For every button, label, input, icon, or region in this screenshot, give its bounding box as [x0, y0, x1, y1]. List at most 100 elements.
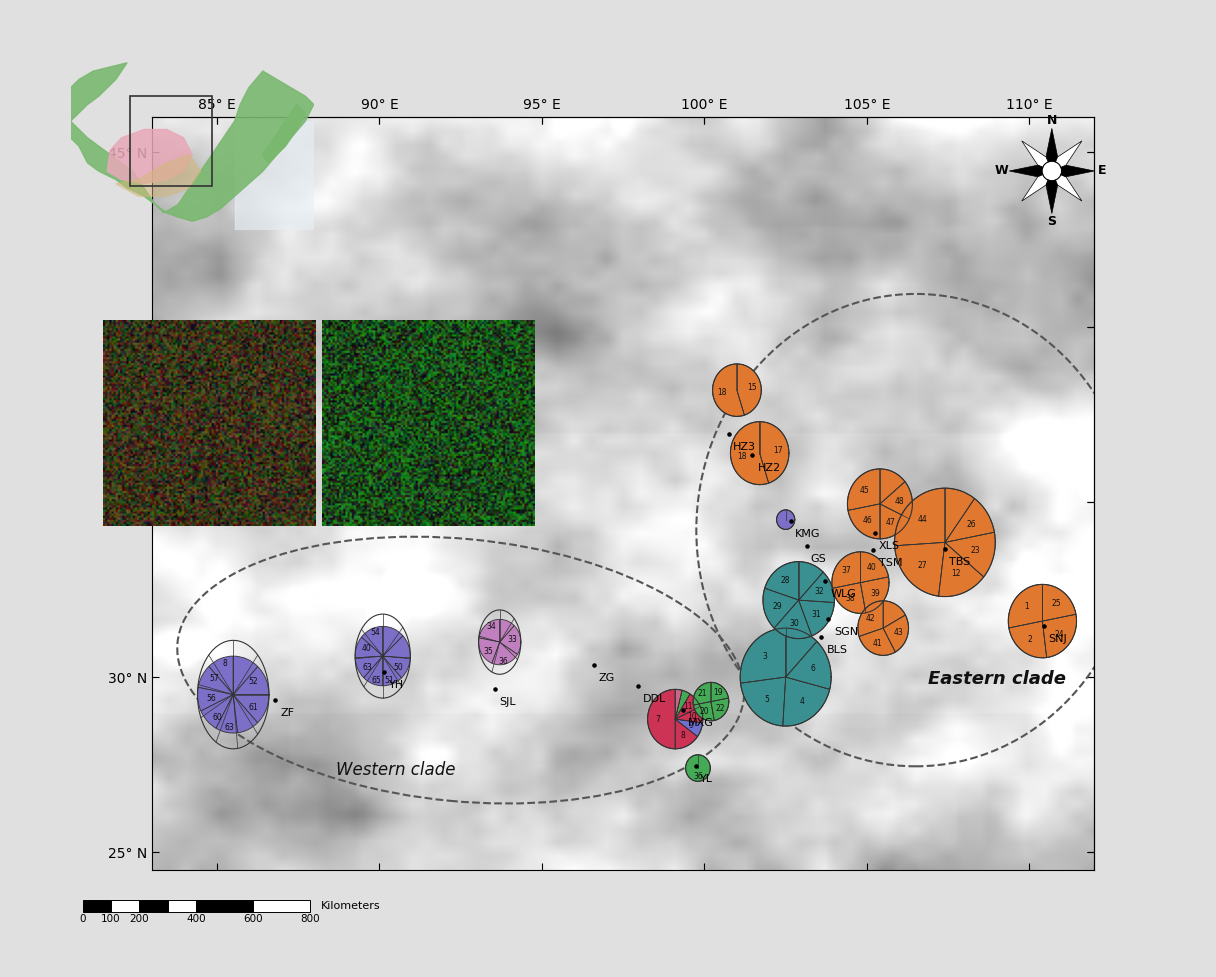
Wedge shape [361, 626, 383, 657]
Text: 12: 12 [952, 570, 961, 578]
Wedge shape [741, 677, 786, 726]
Text: SGN: SGN [834, 627, 858, 637]
Wedge shape [832, 552, 861, 588]
Wedge shape [686, 755, 710, 782]
Polygon shape [1021, 171, 1052, 201]
Wedge shape [737, 363, 761, 415]
Text: 35: 35 [484, 647, 494, 657]
Text: 26: 26 [967, 520, 976, 529]
Wedge shape [500, 619, 514, 642]
Wedge shape [731, 422, 769, 485]
Text: W: W [995, 164, 1008, 178]
Text: 52: 52 [249, 677, 258, 686]
Wedge shape [355, 657, 383, 678]
Polygon shape [1009, 165, 1052, 177]
Text: 0: 0 [79, 914, 86, 924]
Wedge shape [760, 422, 789, 483]
Text: 61: 61 [249, 703, 258, 712]
Text: 24: 24 [1054, 630, 1064, 639]
Wedge shape [880, 469, 905, 504]
Wedge shape [1009, 621, 1047, 658]
Text: 22: 22 [715, 703, 725, 713]
Polygon shape [1046, 171, 1058, 214]
Wedge shape [648, 690, 675, 748]
Text: 33: 33 [508, 635, 518, 644]
Text: E: E [1098, 164, 1107, 178]
Text: 63: 63 [224, 723, 233, 732]
Text: WLG: WLG [831, 588, 856, 599]
Text: 60: 60 [213, 713, 223, 722]
Wedge shape [675, 694, 700, 719]
Wedge shape [216, 695, 237, 733]
Wedge shape [233, 666, 269, 695]
Text: 56: 56 [207, 695, 216, 703]
Text: 11: 11 [683, 702, 693, 711]
Wedge shape [198, 666, 233, 695]
Text: 2: 2 [1028, 635, 1032, 644]
Wedge shape [233, 695, 269, 723]
Bar [130, 96, 212, 186]
Text: 31: 31 [812, 610, 822, 618]
Wedge shape [479, 638, 500, 663]
Polygon shape [235, 121, 314, 230]
Wedge shape [383, 657, 410, 678]
Wedge shape [786, 628, 817, 677]
Wedge shape [355, 637, 383, 658]
Bar [111, 901, 140, 913]
Text: 800: 800 [300, 914, 320, 924]
Text: 36: 36 [499, 657, 508, 665]
Text: N: N [1047, 114, 1057, 127]
Text: SNJ: SNJ [1048, 634, 1066, 644]
Wedge shape [895, 542, 945, 596]
Text: 600: 600 [243, 914, 263, 924]
Wedge shape [848, 469, 880, 510]
Text: 3: 3 [762, 653, 767, 661]
Text: 28: 28 [781, 576, 790, 585]
Wedge shape [848, 504, 880, 539]
Text: 100: 100 [101, 914, 120, 924]
Text: 8: 8 [681, 731, 686, 740]
Text: 9: 9 [688, 721, 693, 731]
Text: 7: 7 [655, 714, 660, 724]
Wedge shape [233, 657, 258, 695]
Text: 65: 65 [372, 676, 382, 685]
Wedge shape [880, 482, 912, 519]
Wedge shape [675, 691, 689, 719]
Text: 20: 20 [700, 707, 709, 716]
Text: 45: 45 [860, 486, 869, 494]
Wedge shape [492, 642, 518, 664]
Wedge shape [383, 626, 402, 657]
Text: 47: 47 [885, 518, 896, 527]
Text: 18: 18 [737, 451, 747, 461]
Wedge shape [713, 363, 744, 416]
Wedge shape [675, 719, 698, 748]
Bar [168, 901, 196, 913]
Text: 25: 25 [1051, 599, 1060, 608]
Text: TBS: TBS [948, 557, 970, 567]
Wedge shape [799, 600, 834, 636]
Bar [83, 901, 111, 913]
Text: 51: 51 [384, 676, 394, 685]
Text: 27: 27 [917, 561, 927, 570]
Bar [253, 901, 310, 913]
Wedge shape [861, 552, 889, 582]
Wedge shape [880, 504, 910, 539]
Text: XLS: XLS [879, 540, 900, 551]
Text: 57: 57 [209, 674, 219, 683]
Text: YH: YH [389, 680, 405, 690]
Text: 32: 32 [815, 587, 824, 596]
Polygon shape [107, 130, 192, 184]
Text: 200: 200 [130, 914, 150, 924]
Text: TSM: TSM [879, 558, 902, 568]
Text: 41: 41 [873, 639, 882, 649]
Wedge shape [883, 615, 908, 652]
Text: 42: 42 [866, 614, 876, 622]
Text: HZ2: HZ2 [758, 462, 781, 473]
Text: GS: GS [811, 554, 827, 564]
Wedge shape [711, 682, 728, 701]
Wedge shape [209, 657, 233, 695]
Wedge shape [693, 682, 711, 705]
Polygon shape [60, 63, 314, 221]
Bar [140, 901, 168, 913]
Bar [196, 901, 253, 913]
